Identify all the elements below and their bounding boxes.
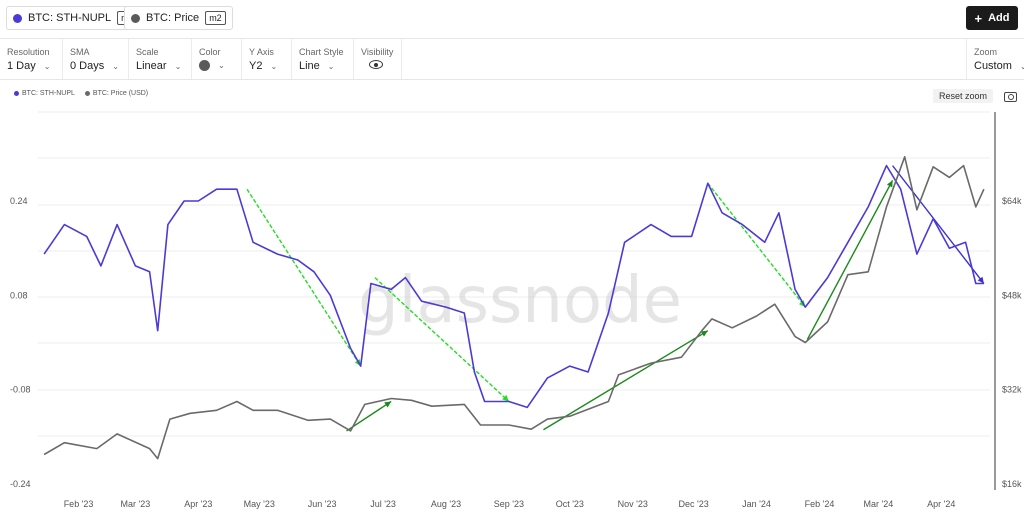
x-tick-label: Mar '24	[863, 499, 893, 509]
y-axis-label: Y Axis	[249, 47, 274, 57]
x-tick-label: Mar '23	[121, 499, 151, 509]
price-line	[43, 156, 985, 460]
chevron-down-icon: ⌄	[1019, 61, 1024, 71]
trend-arrow-line	[707, 182, 806, 308]
metric-chip-price[interactable]: BTC: Price m2	[124, 6, 233, 30]
chevron-down-icon: ⌄	[270, 61, 278, 71]
x-tick-label: Feb '23	[64, 499, 94, 509]
chart-controls: Resolution 1 Day ⌄ SMA 0 Days ⌄ Scale Line…	[0, 39, 1024, 80]
sma-value: 0 Days	[70, 60, 105, 72]
y-right-tick-label: $16k	[1002, 479, 1022, 489]
x-tick-label: Apr '24	[927, 499, 955, 509]
chevron-down-icon: ⌄	[327, 61, 335, 71]
y-axis-select[interactable]: Y Axis Y2 ⌄	[242, 39, 292, 79]
scale-value: Linear	[136, 60, 167, 72]
x-tick-label: Jan '24	[742, 499, 771, 509]
x-tick-label: Apr '23	[184, 499, 212, 509]
y-left-tick-label: 0.24	[10, 196, 28, 206]
metric-toolbar: BTC: STH-NUPL m1 BTC: Price m2 + Add	[0, 0, 1024, 39]
chevron-down-icon: ⌄	[218, 61, 225, 70]
x-tick-label: May '23	[244, 499, 275, 509]
grid-lines	[38, 111, 990, 437]
zoom-select[interactable]: Zoom Custom ⌄	[966, 39, 1024, 79]
sth-nupl-line	[43, 164, 984, 409]
trend-arrow-line	[374, 277, 510, 402]
watermark-text: glassnode	[358, 264, 682, 338]
metric-label: BTC: STH-NUPL	[28, 12, 112, 24]
y-left-tick-label: 0.08	[10, 290, 28, 300]
sma-select[interactable]: SMA 0 Days ⌄	[63, 39, 129, 79]
x-tick-label: Nov '23	[618, 499, 648, 509]
resolution-value: 1 Day	[7, 60, 36, 72]
legend-item-sth-nupl[interactable]: BTC: STH-NUPL	[14, 90, 75, 97]
arrow-head-icon	[502, 394, 509, 402]
y-axis-value: Y2	[249, 60, 263, 72]
x-tick-label: Jul '23	[370, 499, 396, 509]
trend-arrow-line	[543, 330, 709, 431]
y-left-tick-label: -0.08	[10, 385, 31, 395]
y-left-tick-label: -0.24	[10, 479, 31, 489]
visibility-toggle[interactable]: Visibility	[354, 39, 402, 79]
chart-style-select[interactable]: Chart Style Line ⌄	[292, 39, 354, 79]
metric-tag: m2	[205, 11, 226, 25]
trend-arrow-line	[246, 188, 362, 367]
y-right-tick-label: $64k	[1002, 196, 1022, 206]
chart-style-value: Line	[299, 60, 320, 72]
color-select[interactable]: Color ⌄	[192, 39, 242, 79]
metric-label: BTC: Price	[146, 12, 200, 24]
resolution-label: Resolution	[7, 47, 50, 57]
visibility-label: Visibility	[361, 47, 394, 57]
scale-label: Scale	[136, 47, 159, 57]
chevron-down-icon: ⌄	[174, 61, 182, 71]
zoom-label: Zoom	[974, 47, 998, 57]
chart-style-label: Chart Style	[299, 47, 344, 57]
metric-color-dot	[13, 13, 22, 23]
trend-arrow-line	[806, 180, 894, 340]
chevron-down-icon: ⌄	[112, 61, 119, 71]
chevron-down-icon: ⌄	[43, 61, 51, 71]
trend-arrow-line	[892, 165, 985, 284]
x-tick-label: Feb '24	[805, 499, 835, 509]
metric-chip-sth-nupl[interactable]: BTC: STH-NUPL m1	[6, 6, 145, 30]
arrow-head-icon	[886, 180, 893, 188]
x-tick-label: Sep '23	[494, 499, 524, 509]
x-tick-label: Aug '23	[431, 499, 461, 509]
legend-dot	[14, 91, 19, 96]
y-right-tick-label: $32k	[1002, 385, 1022, 395]
arrow-head-icon	[700, 330, 708, 337]
series-lines	[43, 156, 985, 460]
reset-zoom-button[interactable]: Reset zoom	[933, 89, 994, 103]
metric-color-dot	[131, 13, 140, 23]
plus-icon: +	[974, 10, 983, 26]
axis-ticks: Feb '23 Mar '23 Apr '23 May '23 Jun '23 Jul '…	[10, 196, 1022, 509]
y-right-tick-label: $48k	[1002, 290, 1022, 300]
legend-label: BTC: Price (USD)	[92, 90, 149, 97]
arrow-head-icon	[977, 276, 984, 284]
color-swatch	[199, 60, 210, 71]
legend-label: BTC: STH-NUPL	[22, 90, 75, 97]
x-tick-label: Jun '23	[308, 499, 337, 509]
color-label: Color	[199, 47, 221, 57]
scale-select[interactable]: Scale Linear ⌄	[129, 39, 192, 79]
add-button-label: Add	[988, 12, 1010, 24]
sma-label: SMA	[70, 47, 90, 57]
resolution-select[interactable]: Resolution 1 Day ⌄	[0, 39, 63, 79]
legend-dot	[84, 91, 90, 96]
camera-icon[interactable]	[1004, 92, 1017, 102]
annotation-arrows	[246, 165, 985, 432]
chart-legend: BTC: STH-NUPL BTC: Price (USD)	[14, 90, 158, 97]
eye-icon	[369, 60, 383, 69]
add-button[interactable]: + Add	[966, 6, 1018, 30]
legend-item-price[interactable]: BTC: Price (USD)	[84, 90, 149, 97]
zoom-value: Custom	[974, 60, 1012, 72]
x-tick-label: Dec '23	[679, 499, 709, 509]
arrow-head-icon	[384, 401, 392, 408]
x-tick-label: Oct '23	[556, 499, 584, 509]
